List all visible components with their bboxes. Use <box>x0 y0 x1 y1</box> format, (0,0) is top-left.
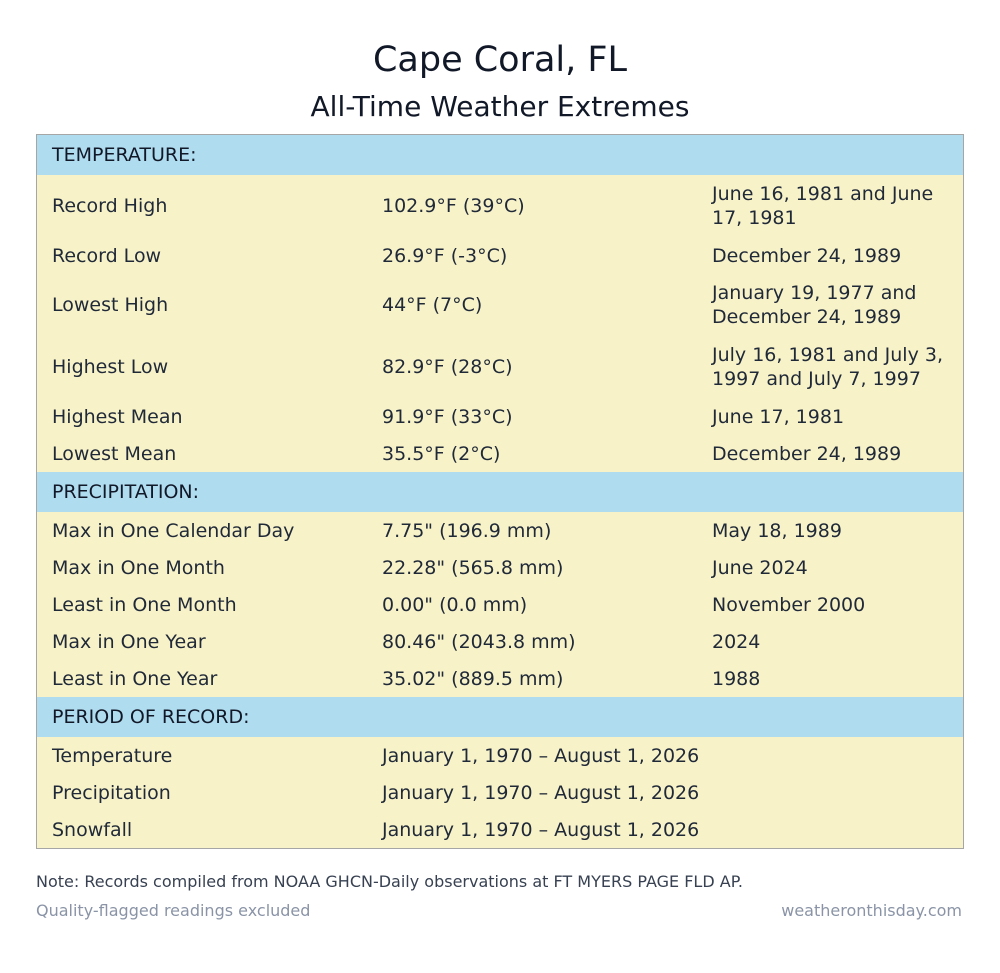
section-header-period: PERIOD OF RECORD: <box>37 697 963 737</box>
page-subtitle: All-Time Weather Extremes <box>310 90 690 123</box>
table-row: Lowest Mean 35.5°F (2°C) December 24, 19… <box>37 435 963 472</box>
row-value: 35.5°F (2°C) <box>382 442 501 465</box>
row-date: January 19, 1977 and December 24, 1989 <box>712 282 917 328</box>
row-label: Least in One Month <box>52 593 237 616</box>
section-header-precipitation: PRECIPITATION: <box>37 472 963 512</box>
row-date: May 18, 1989 <box>712 519 842 542</box>
row-value: 91.9°F (33°C) <box>382 405 513 428</box>
row-date: July 16, 1981 and July 3, 1997 and July … <box>712 344 943 390</box>
row-label: Precipitation <box>52 781 171 804</box>
row-label: Lowest Mean <box>52 442 177 465</box>
row-value: 7.75" (196.9 mm) <box>382 519 552 542</box>
table-row: Precipitation January 1, 1970 – August 1… <box>37 774 963 811</box>
row-label: Temperature <box>52 744 173 767</box>
row-value: 44°F (7°C) <box>382 294 483 316</box>
table-row: Highest Low 82.9°F (28°C) July 16, 1981 … <box>37 336 963 398</box>
row-value: 22.28" (565.8 mm) <box>382 556 564 579</box>
table-row: Temperature January 1, 1970 – August 1, … <box>37 737 963 774</box>
row-value: 0.00" (0.0 mm) <box>382 593 528 616</box>
table-row: Least in One Year 35.02" (889.5 mm) 1988 <box>37 660 963 697</box>
row-date: 2024 <box>712 630 761 653</box>
row-value: 82.9°F (28°C) <box>382 356 513 378</box>
row-value: 102.9°F (39°C) <box>382 195 525 217</box>
table-row: Record High 102.9°F (39°C) June 16, 1981… <box>37 175 963 237</box>
table-row: Max in One Month 22.28" (565.8 mm) June … <box>37 549 963 586</box>
section-header-temperature: TEMPERATURE: <box>37 135 963 175</box>
row-date: December 24, 1989 <box>712 442 902 465</box>
row-label: Highest Low <box>52 356 169 378</box>
source-note: Note: Records compiled from NOAA GHCN-Da… <box>36 872 743 891</box>
table-row: Least in One Month 0.00" (0.0 mm) Novemb… <box>37 586 963 623</box>
row-label: Max in One Year <box>52 630 206 653</box>
row-value: 26.9°F (-3°C) <box>382 244 508 267</box>
extremes-table: TEMPERATURE: Record High 102.9°F (39°C) … <box>36 134 964 849</box>
row-date: June 16, 1981 and June 17, 1981 <box>712 183 934 229</box>
table-row: Snowfall January 1, 1970 – August 1, 202… <box>37 811 963 848</box>
row-label: Lowest High <box>52 294 169 316</box>
row-value: 80.46" (2043.8 mm) <box>382 630 576 653</box>
row-value: January 1, 1970 – August 1, 2026 <box>382 744 700 767</box>
table-row: Max in One Year 80.46" (2043.8 mm) 2024 <box>37 623 963 660</box>
row-date: June 17, 1981 <box>712 405 845 428</box>
row-value: 35.02" (889.5 mm) <box>382 667 564 690</box>
row-label: Max in One Month <box>52 556 225 579</box>
site-credit: weatheronthisday.com <box>781 901 962 920</box>
table-row: Lowest High 44°F (7°C) January 19, 1977 … <box>37 274 963 336</box>
row-label: Snowfall <box>52 818 133 841</box>
row-date: June 2024 <box>712 556 808 579</box>
table-row: Record Low 26.9°F (-3°C) December 24, 19… <box>37 237 963 274</box>
row-date: November 2000 <box>712 593 866 616</box>
row-date: 1988 <box>712 667 761 690</box>
quality-note: Quality-flagged readings excluded <box>36 901 311 920</box>
row-label: Record Low <box>52 244 162 267</box>
row-value: January 1, 1970 – August 1, 2026 <box>382 818 700 841</box>
table-row: Highest Mean 91.9°F (33°C) June 17, 1981 <box>37 398 963 435</box>
row-label: Record High <box>52 195 168 217</box>
page-title: Cape Coral, FL <box>372 40 628 80</box>
row-label: Least in One Year <box>52 667 218 690</box>
table-row: Max in One Calendar Day 7.75" (196.9 mm)… <box>37 512 963 549</box>
row-label: Max in One Calendar Day <box>52 519 295 542</box>
row-date: December 24, 1989 <box>712 244 902 267</box>
row-label: Highest Mean <box>52 405 183 428</box>
row-value: January 1, 1970 – August 1, 2026 <box>382 781 700 804</box>
